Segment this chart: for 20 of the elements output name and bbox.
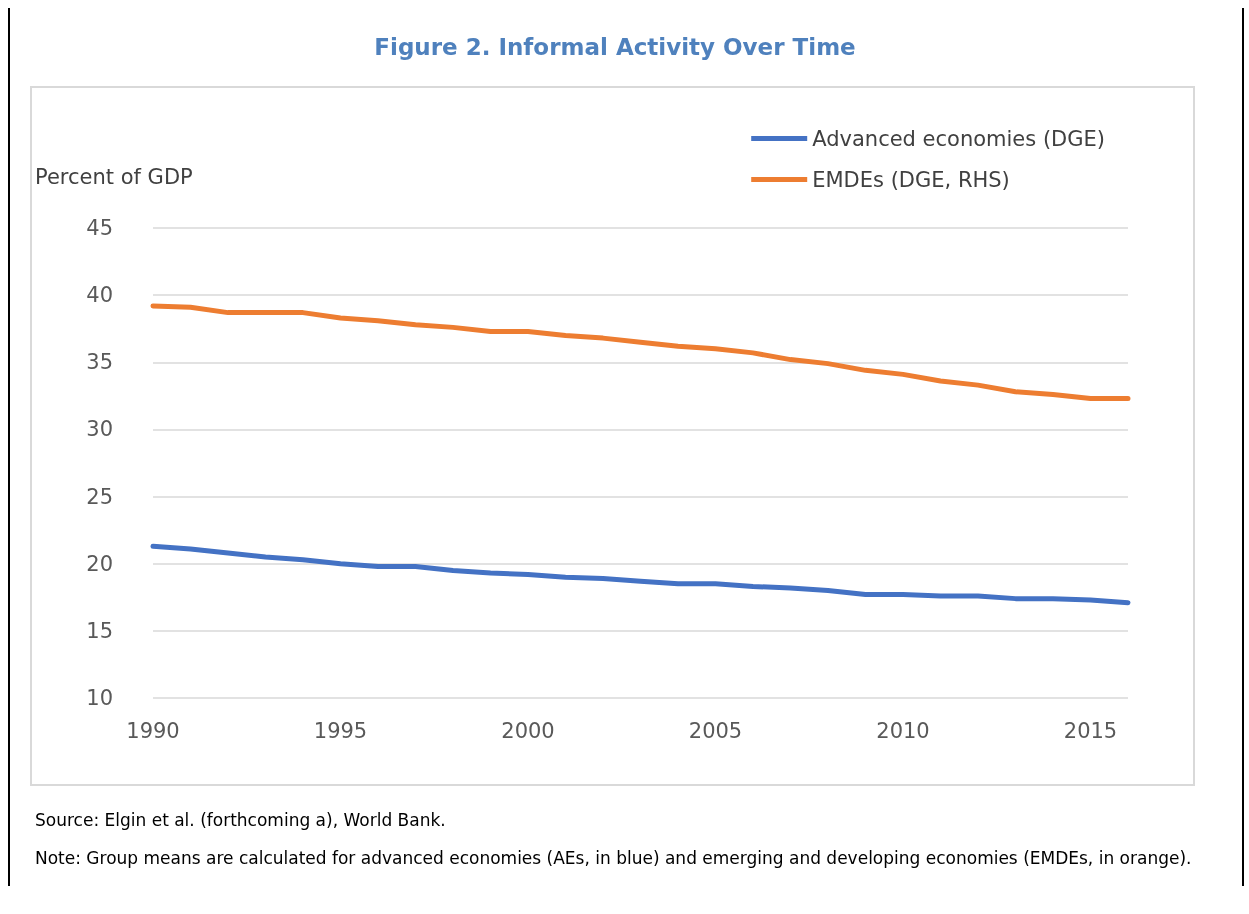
x-tick-label: 2010	[876, 718, 930, 743]
y-tick-label: 40	[86, 283, 113, 308]
y-tick-label: 35	[86, 350, 113, 375]
x-tick-label: 2005	[688, 718, 743, 743]
x-tick-label: 1995	[313, 718, 368, 743]
legend-label: Advanced economies (DGE)	[812, 126, 1106, 151]
y-tick-label: 10	[86, 686, 113, 710]
x-tick-label: 2015	[1063, 718, 1118, 743]
y-tick-label: 20	[86, 551, 113, 576]
chart-title: Figure 2. Informal Activity Over Time	[374, 33, 856, 60]
y-axis-title: Percent of GDP	[35, 164, 193, 189]
text: Note: Group means are calculated for advanced economies (AEs, in blue) and emerging and developing economies (EMDEs, in orange).	[35, 847, 1193, 870]
y-tick-label: 25	[86, 484, 113, 509]
y-tick-label: 45	[86, 216, 113, 240]
source-note: Source: Elgin et al. (forthcoming a), World Bank.	[35, 809, 447, 832]
y-tick-label: 15	[86, 618, 113, 643]
x-tick-label: 2000	[501, 718, 555, 743]
legend-label: EMDEs (DGE, RHS)	[812, 167, 1010, 192]
y-tick-label: 30	[86, 417, 113, 442]
x-tick-label: 1990	[126, 718, 180, 743]
